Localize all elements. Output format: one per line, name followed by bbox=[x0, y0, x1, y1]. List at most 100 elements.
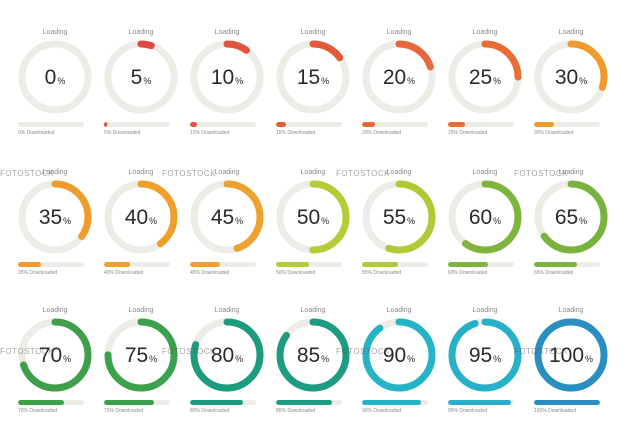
progress-bar bbox=[534, 262, 600, 267]
loading-label: Loading bbox=[386, 29, 412, 36]
download-caption: 20% Downloaded bbox=[362, 130, 402, 136]
percent-symbol: % bbox=[493, 75, 502, 86]
loading-label: Loading bbox=[42, 29, 68, 36]
download-caption: 30% Downloaded bbox=[534, 130, 574, 136]
watermark-text: FOTOSTOCK bbox=[514, 347, 568, 356]
loader-cell: Loading 100% 100% Downloaded bbox=[528, 307, 614, 419]
progress-ring bbox=[448, 40, 522, 114]
progress-bar-fill bbox=[276, 122, 286, 127]
progress-bar bbox=[190, 262, 256, 267]
loader-cell: Loading 75% 75% Downloaded bbox=[98, 307, 184, 419]
percent-readout: 50% bbox=[276, 180, 350, 254]
download-caption: 10% Downloaded bbox=[190, 130, 230, 136]
loading-label: Loading bbox=[128, 169, 154, 176]
percent-value: 75 bbox=[124, 343, 149, 367]
watermark-text: FOTOSTOCK bbox=[0, 169, 54, 178]
percent-value: 55 bbox=[382, 205, 407, 229]
progress-bar bbox=[190, 122, 256, 127]
download-caption: 35% Downloaded bbox=[18, 270, 58, 276]
percent-readout: 60% bbox=[448, 180, 522, 254]
ring-progress-arc bbox=[534, 40, 608, 114]
progress-bar-fill bbox=[276, 400, 333, 405]
progress-bar bbox=[104, 122, 170, 127]
loading-label: Loading bbox=[300, 307, 326, 314]
watermark-text: FOTOSTOCK bbox=[336, 169, 390, 178]
download-caption: 5% Downloaded bbox=[104, 130, 141, 136]
percent-readout: 30% bbox=[534, 40, 608, 114]
percent-readout: 45% bbox=[190, 180, 264, 254]
download-caption: 85% Downloaded bbox=[276, 408, 316, 414]
progress-ring bbox=[18, 40, 92, 114]
progress-bar-fill bbox=[362, 262, 399, 267]
progress-ring bbox=[190, 40, 264, 114]
download-caption: 60% Downloaded bbox=[448, 270, 488, 276]
percent-value: 50 bbox=[296, 205, 321, 229]
percent-value: 40 bbox=[124, 205, 149, 229]
ring-progress-arc bbox=[276, 40, 350, 114]
percent-symbol: % bbox=[149, 353, 158, 364]
percent-value: 60 bbox=[468, 205, 493, 229]
progress-bar bbox=[362, 400, 428, 405]
percent-readout: 80% bbox=[190, 318, 264, 392]
percent-symbol: % bbox=[493, 215, 502, 226]
loader-cell: Loading 55% 55% Downloaded bbox=[356, 169, 442, 281]
ring-progress-arc bbox=[448, 40, 522, 114]
loading-label: Loading bbox=[214, 169, 240, 176]
progress-ring bbox=[534, 40, 608, 114]
percent-readout: 65% bbox=[534, 180, 608, 254]
percent-symbol: % bbox=[321, 75, 330, 86]
loading-label: Loading bbox=[558, 307, 584, 314]
percent-symbol: % bbox=[407, 353, 416, 364]
progress-bar-fill bbox=[448, 400, 511, 405]
download-caption: 65% Downloaded bbox=[534, 270, 574, 276]
percent-value: 95 bbox=[468, 343, 493, 367]
loading-label: Loading bbox=[472, 169, 498, 176]
percent-value: 25 bbox=[468, 65, 493, 89]
percent-symbol: % bbox=[63, 215, 72, 226]
loading-label: Loading bbox=[300, 169, 326, 176]
download-caption: 50% Downloaded bbox=[276, 270, 316, 276]
ring-progress-arc bbox=[362, 40, 436, 114]
progress-bar-fill bbox=[104, 122, 108, 127]
percent-value: 10 bbox=[210, 65, 235, 89]
percent-symbol: % bbox=[57, 75, 66, 86]
loader-cell: Loading 0% 0% Downloaded bbox=[12, 29, 98, 141]
loader-cell: Loading 15% 15% Downloaded bbox=[270, 29, 356, 141]
loading-label: Loading bbox=[128, 307, 154, 314]
progress-bar bbox=[190, 400, 256, 405]
percent-value: 35 bbox=[38, 205, 63, 229]
download-caption: 90% Downloaded bbox=[362, 408, 402, 414]
loader-cell: Loading 50% 50% Downloaded bbox=[270, 169, 356, 281]
loading-label: Loading bbox=[42, 307, 68, 314]
ring-progress-arc bbox=[276, 318, 350, 392]
download-caption: 70% Downloaded bbox=[18, 408, 58, 414]
loader-cell: Loading 90% 90% Downloaded bbox=[356, 307, 442, 419]
percent-value: 0 bbox=[44, 65, 57, 89]
progress-ring bbox=[534, 318, 608, 392]
progress-bar-fill bbox=[534, 400, 600, 405]
percent-value: 30 bbox=[554, 65, 579, 89]
download-caption: 100% Downloaded bbox=[534, 408, 576, 414]
loader-cell: Loading 30% 30% Downloaded bbox=[528, 29, 614, 141]
progress-bar bbox=[362, 122, 428, 127]
progress-bar bbox=[104, 262, 170, 267]
ring-progress-arc bbox=[276, 180, 350, 254]
progress-ring bbox=[190, 318, 264, 392]
loader-cell: Loading 95% 95% Downloaded bbox=[442, 307, 528, 419]
progress-ring bbox=[18, 180, 92, 254]
percent-readout: 15% bbox=[276, 40, 350, 114]
percent-symbol: % bbox=[149, 215, 158, 226]
download-caption: 80% Downloaded bbox=[190, 408, 230, 414]
progress-ring bbox=[448, 318, 522, 392]
loader-cell: Loading 10% 10% Downloaded bbox=[184, 29, 270, 141]
percent-symbol: % bbox=[321, 353, 330, 364]
progress-ring bbox=[362, 180, 436, 254]
percent-symbol: % bbox=[235, 353, 244, 364]
percent-value: 85 bbox=[296, 343, 321, 367]
percent-readout: 90% bbox=[362, 318, 436, 392]
percent-symbol: % bbox=[407, 215, 416, 226]
progress-ring bbox=[276, 40, 350, 114]
percent-readout: 0% bbox=[18, 40, 92, 114]
progress-bar bbox=[276, 122, 342, 127]
percent-readout: 85% bbox=[276, 318, 350, 392]
